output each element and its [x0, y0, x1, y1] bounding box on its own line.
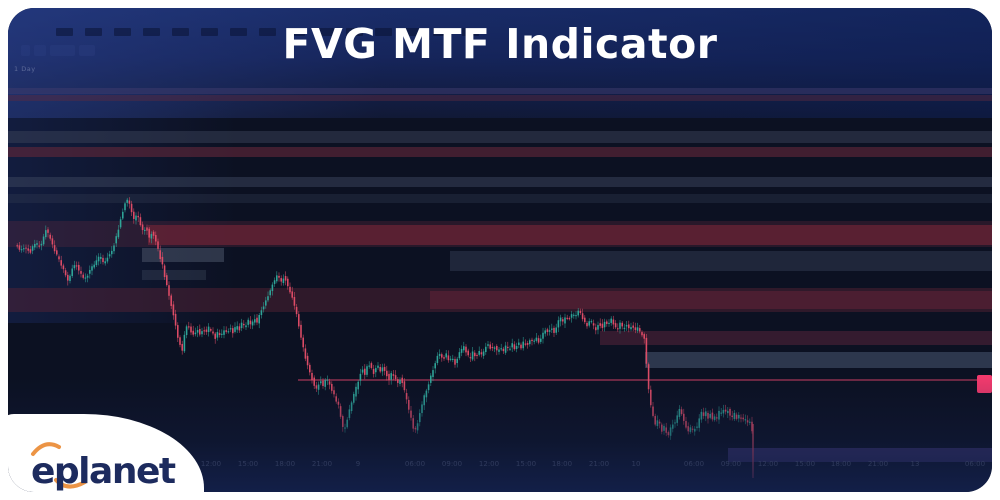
fvg-zone — [8, 88, 992, 94]
indicator-card: 12:0015:0018:0021:00906:0009:0012:0015:0… — [8, 8, 992, 492]
toolbar-square — [114, 28, 131, 36]
toolbar-square — [462, 28, 479, 36]
fvg-zone — [148, 225, 992, 245]
toolbar-pill — [21, 45, 30, 56]
toolbar-square — [172, 28, 189, 36]
fvg-zone — [8, 147, 992, 157]
header-gradient — [8, 8, 992, 118]
fvg-zone — [142, 270, 206, 280]
logo-arc-bottom-icon — [54, 478, 87, 489]
toolbar-square — [317, 28, 334, 36]
fvg-zone — [8, 194, 992, 203]
page-title: FVG MTF Indicator — [282, 20, 718, 68]
fvg-zone — [600, 331, 992, 345]
toolbar-pill — [34, 45, 46, 56]
faded-browser-toolbar: 1 Day — [8, 8, 528, 88]
fvg-zone — [645, 352, 992, 368]
toolbar-square — [85, 28, 102, 36]
toolbar-square — [346, 28, 363, 36]
eplanet-logo: eplanet — [8, 414, 204, 492]
toolbar-pill — [79, 45, 95, 56]
toolbar-square — [433, 28, 450, 36]
toolbar-square — [404, 28, 421, 36]
fvg-zone — [430, 291, 992, 309]
toolbar-square — [230, 28, 247, 36]
eplanet-wordmark: eplanet — [31, 451, 176, 492]
toolbar-square — [56, 28, 73, 36]
toolbar-pill — [50, 45, 75, 56]
fvg-zone — [450, 251, 992, 271]
toolbar-square — [375, 28, 392, 36]
toolbar-square — [143, 28, 160, 36]
timeframe-label: 1 Day — [14, 65, 36, 73]
toolbar-square — [201, 28, 218, 36]
fvg-zone — [8, 177, 992, 187]
eplanet-logo-svg: eplanet — [31, 442, 177, 492]
toolbar-square — [288, 28, 305, 36]
fvg-zone — [142, 248, 224, 262]
logo-arc-top-icon — [31, 442, 61, 456]
fvg-zone — [8, 131, 992, 143]
fvg-zone — [8, 95, 992, 101]
toolbar-square — [259, 28, 276, 36]
